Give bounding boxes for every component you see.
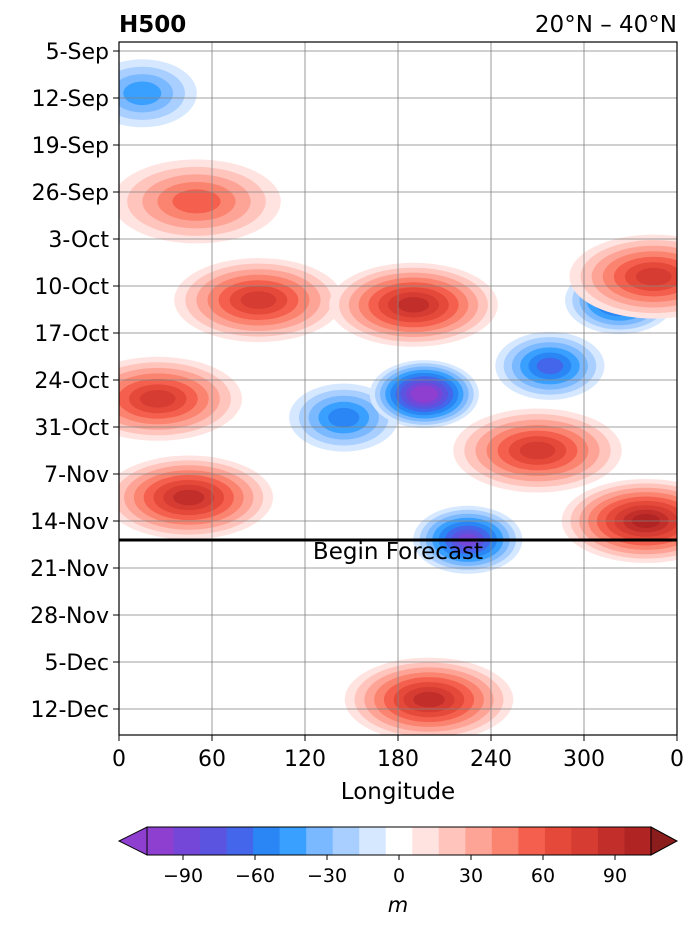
anomaly-feature [344, 657, 514, 735]
contour-band [410, 385, 438, 403]
y-tick-label: 19-Sep [32, 134, 109, 159]
y-tick-label: 7-Nov [44, 463, 109, 488]
begin-forecast-label: Begin Forecast [313, 539, 483, 565]
x-tick-label: 120 [284, 747, 326, 772]
colorbar-swatch [226, 827, 254, 855]
colorbar-tick-label: −90 [163, 865, 203, 887]
contour-band [123, 81, 162, 106]
y-tick-label: 17-Oct [34, 322, 109, 347]
colorbar-swatch [465, 827, 493, 855]
x-tick-label: 0 [112, 747, 126, 772]
colorbar-swatch [332, 827, 360, 855]
contour-band [519, 441, 556, 460]
contour-band [173, 489, 205, 506]
y-axis: 5-Sep 12-Sep 19-Sep 26-Sep 3-Oct 10-Oct 17-Oct… [30, 40, 119, 723]
contour-plot-area: Begin Forecast [118, 41, 678, 736]
colorbar: −90 −60 −30 0 30 60 90 [117, 826, 679, 887]
colorbar-swatch [518, 827, 546, 855]
colorbar-swatch [173, 827, 201, 855]
y-tick-label: 24-Oct [34, 369, 109, 394]
colorbar-swatch [253, 827, 281, 855]
colorbar-swatch [571, 827, 599, 855]
contour-band [397, 297, 430, 313]
y-tick-label: 5-Dec [44, 651, 109, 676]
colorbar-swatch [544, 827, 572, 855]
colorbar-extend-high [650, 826, 679, 856]
colorbar-swatch [624, 827, 652, 855]
anomaly-feature [569, 234, 677, 319]
colorbar-swatch [385, 827, 413, 855]
y-tick-label: 26-Sep [32, 181, 109, 206]
anomaly-feature [119, 159, 281, 244]
y-tick-label: 5-Sep [46, 40, 109, 65]
anomaly-feature [119, 356, 243, 441]
colorbar-unit-label: m [388, 893, 408, 917]
colorbar-swatch [491, 827, 519, 855]
colorbar-tick-label: −60 [235, 865, 275, 887]
anomaly-feature [453, 408, 622, 493]
x-axis-label: Longitude [341, 779, 455, 805]
y-tick-label: 3-Oct [48, 228, 109, 253]
y-tick-label: 12-Dec [30, 698, 109, 723]
colorbar-swatch [200, 827, 228, 855]
colorbar-swatch [306, 827, 334, 855]
colorbar-tick-label: 0 [393, 865, 405, 887]
contour-band [240, 291, 277, 309]
colorbar-swatch [597, 827, 625, 855]
contour-band [139, 390, 176, 408]
y-tick-label: 21-Nov [30, 557, 109, 582]
chart-title-right: 20°N – 40°N [535, 12, 677, 38]
colorbar-swatch [359, 827, 387, 855]
x-axis: 0 60 120 180 240 300 0 [112, 735, 684, 772]
colorbar-swatch [438, 827, 466, 855]
anomaly-feature [119, 59, 197, 128]
colorbar-swatch [279, 827, 307, 855]
chart-title-left: H500 [119, 12, 186, 38]
x-tick-label: 180 [377, 747, 419, 772]
y-tick-label: 14-Nov [30, 510, 109, 535]
y-tick-label: 10-Oct [34, 275, 109, 300]
gridlines [118, 42, 678, 735]
colorbar-tick-label: 90 [603, 865, 627, 887]
contour-band [328, 407, 360, 428]
x-tick-label: 60 [198, 747, 226, 772]
anomaly-feature [119, 455, 274, 540]
contour-band [413, 691, 445, 708]
colorbar-tick-label: −30 [307, 865, 347, 887]
anomaly-feature [174, 258, 343, 343]
colorbar-swatch [412, 827, 440, 855]
anomaly-feature [495, 331, 605, 400]
y-tick-label: 28-Nov [30, 604, 109, 629]
colorbar-swatch [147, 827, 175, 855]
contour-band [635, 267, 672, 286]
anomaly-feature [329, 262, 498, 347]
contour-band [172, 189, 221, 214]
colorbar-extend-low [117, 826, 148, 856]
y-tick-label: 12-Sep [32, 87, 109, 112]
anomaly-feature [369, 360, 479, 429]
contour-band [536, 357, 564, 375]
x-tick-label: 240 [470, 747, 512, 772]
y-tick-label: 31-Oct [34, 416, 109, 441]
x-tick-label: 300 [563, 747, 605, 772]
contour-fills [119, 59, 677, 735]
colorbar-tick-label: 30 [459, 865, 483, 887]
x-tick-label: 0 [670, 747, 684, 772]
colorbar-tick-label: 60 [531, 865, 555, 887]
